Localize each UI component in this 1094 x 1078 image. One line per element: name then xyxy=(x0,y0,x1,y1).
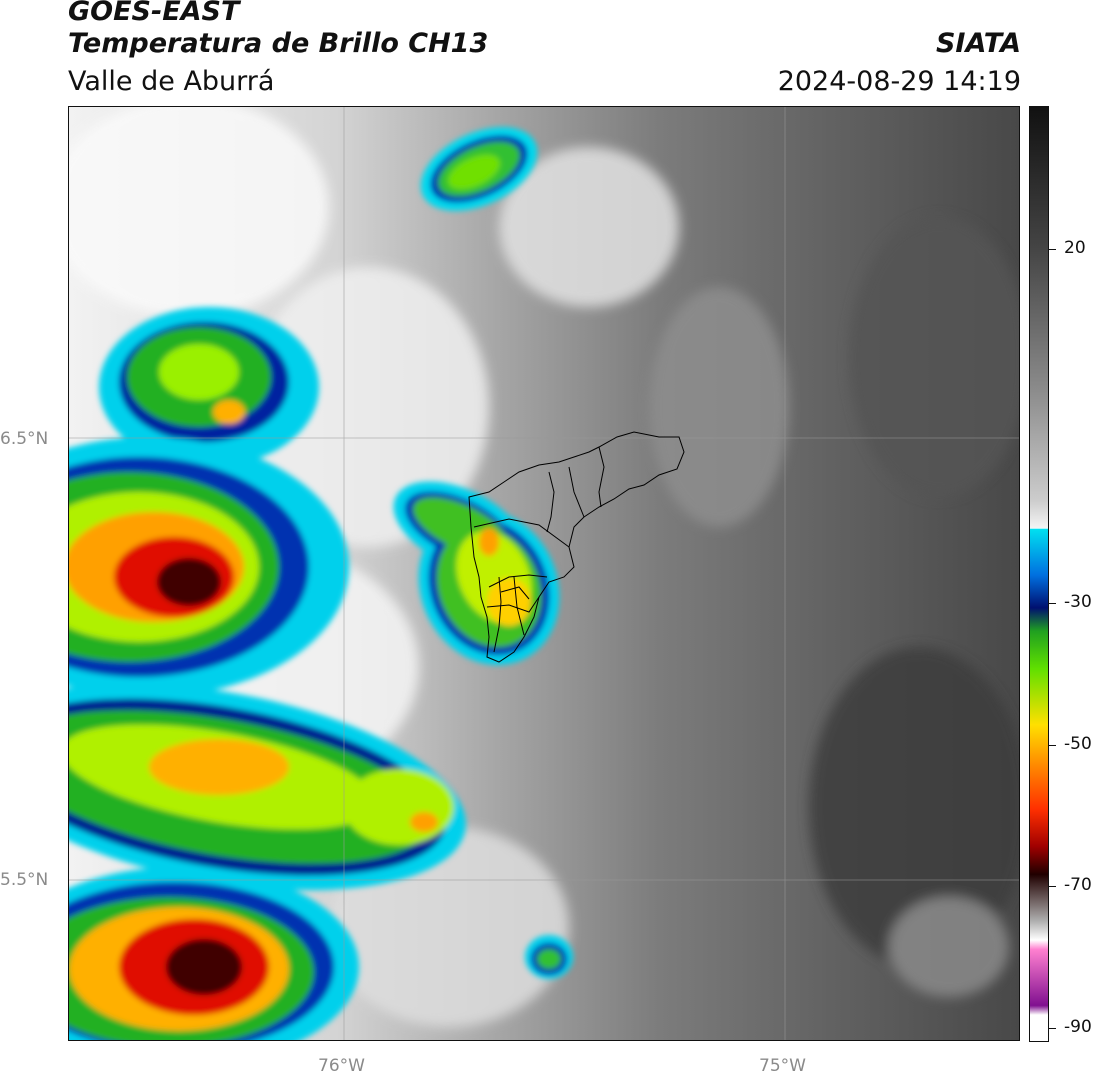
lat-label-6.5: 6.5°N xyxy=(0,429,49,449)
colorbar-label-20: 20 xyxy=(1064,238,1086,258)
timestamp: 2024-08-29 14:19 xyxy=(777,66,1021,97)
colorbar-tick xyxy=(1049,249,1056,250)
colorbar-tick xyxy=(1049,745,1056,746)
graticule xyxy=(69,107,1019,1040)
lon-label-76: 76°W xyxy=(318,1056,365,1076)
region-label: Valle de Aburrá xyxy=(68,66,275,97)
colorbar-tick xyxy=(1049,1028,1056,1029)
colorbar-label-minus30: -30 xyxy=(1064,592,1092,612)
cold-cloud-cells xyxy=(69,127,573,1040)
satellite-map[interactable] xyxy=(68,106,1020,1041)
colorbar-label-minus70: -70 xyxy=(1064,875,1092,895)
cloud-texture xyxy=(69,107,1019,1027)
title-line-1: GOES-EAST xyxy=(68,0,240,27)
title-line-2: Temperatura de Brillo CH13 xyxy=(68,28,489,59)
colorbar-tick xyxy=(1049,886,1056,887)
colorbar-gradient xyxy=(1030,107,1048,1041)
colorbar-label-minus50: -50 xyxy=(1064,734,1092,754)
colorbar-tick xyxy=(1049,603,1056,604)
colorbar-label-minus90: -90 xyxy=(1064,1017,1092,1037)
lat-label-5.5: 5.5°N xyxy=(0,870,49,890)
agency-label: SIATA xyxy=(935,28,1021,59)
colorbar xyxy=(1029,106,1049,1042)
lon-label-75: 75°W xyxy=(759,1056,806,1076)
map-canvas xyxy=(69,107,1019,1040)
municipal-boundaries xyxy=(468,431,685,663)
